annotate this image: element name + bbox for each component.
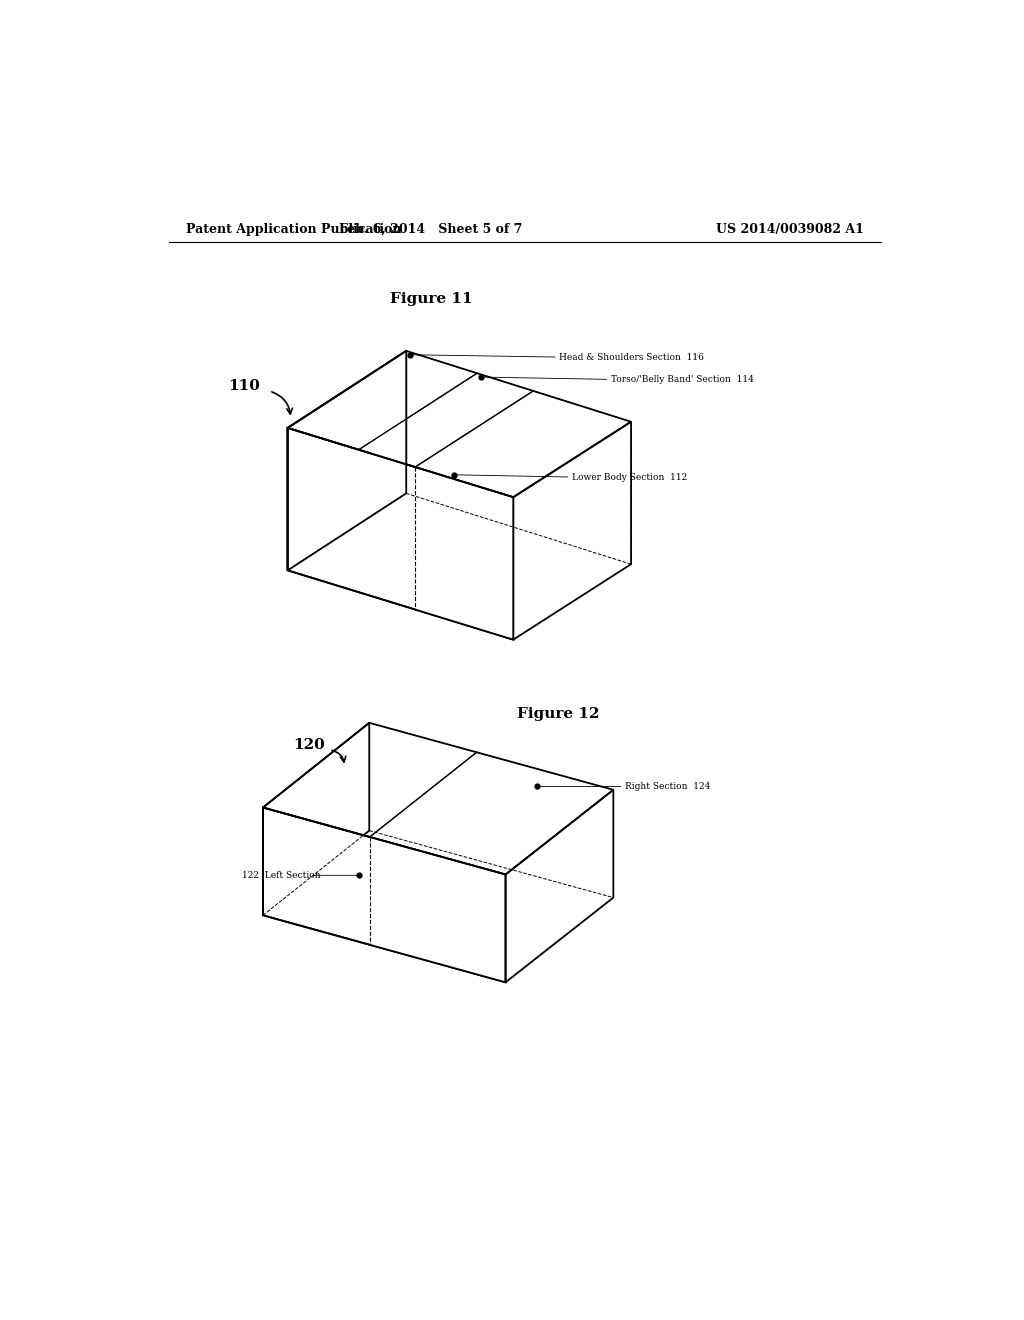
- Polygon shape: [263, 723, 476, 837]
- Polygon shape: [513, 422, 631, 640]
- Polygon shape: [263, 723, 370, 915]
- Polygon shape: [358, 374, 534, 467]
- Text: 110: 110: [228, 379, 260, 392]
- Text: Figure 12: Figure 12: [517, 708, 599, 721]
- Text: Torso/'Belly Band' Section  114: Torso/'Belly Band' Section 114: [611, 375, 754, 384]
- Polygon shape: [263, 808, 506, 982]
- Text: 120: 120: [294, 738, 326, 752]
- Polygon shape: [506, 789, 613, 982]
- Text: Head & Shoulders Section  116: Head & Shoulders Section 116: [559, 352, 705, 362]
- Polygon shape: [288, 351, 407, 570]
- Text: Lower Body Section  112: Lower Body Section 112: [572, 473, 687, 482]
- Text: Patent Application Publication: Patent Application Publication: [186, 223, 401, 236]
- Polygon shape: [370, 752, 613, 875]
- Polygon shape: [415, 391, 631, 498]
- Polygon shape: [288, 428, 513, 640]
- Text: US 2014/0039082 A1: US 2014/0039082 A1: [716, 223, 863, 236]
- Text: Right Section  124: Right Section 124: [625, 781, 711, 791]
- Text: 122  Left Section: 122 Left Section: [243, 871, 321, 880]
- Text: Figure 11: Figure 11: [389, 292, 472, 305]
- Polygon shape: [369, 351, 407, 517]
- Text: Feb. 6, 2014   Sheet 5 of 7: Feb. 6, 2014 Sheet 5 of 7: [339, 223, 522, 236]
- Polygon shape: [288, 351, 477, 450]
- Polygon shape: [370, 837, 506, 982]
- Polygon shape: [415, 467, 513, 640]
